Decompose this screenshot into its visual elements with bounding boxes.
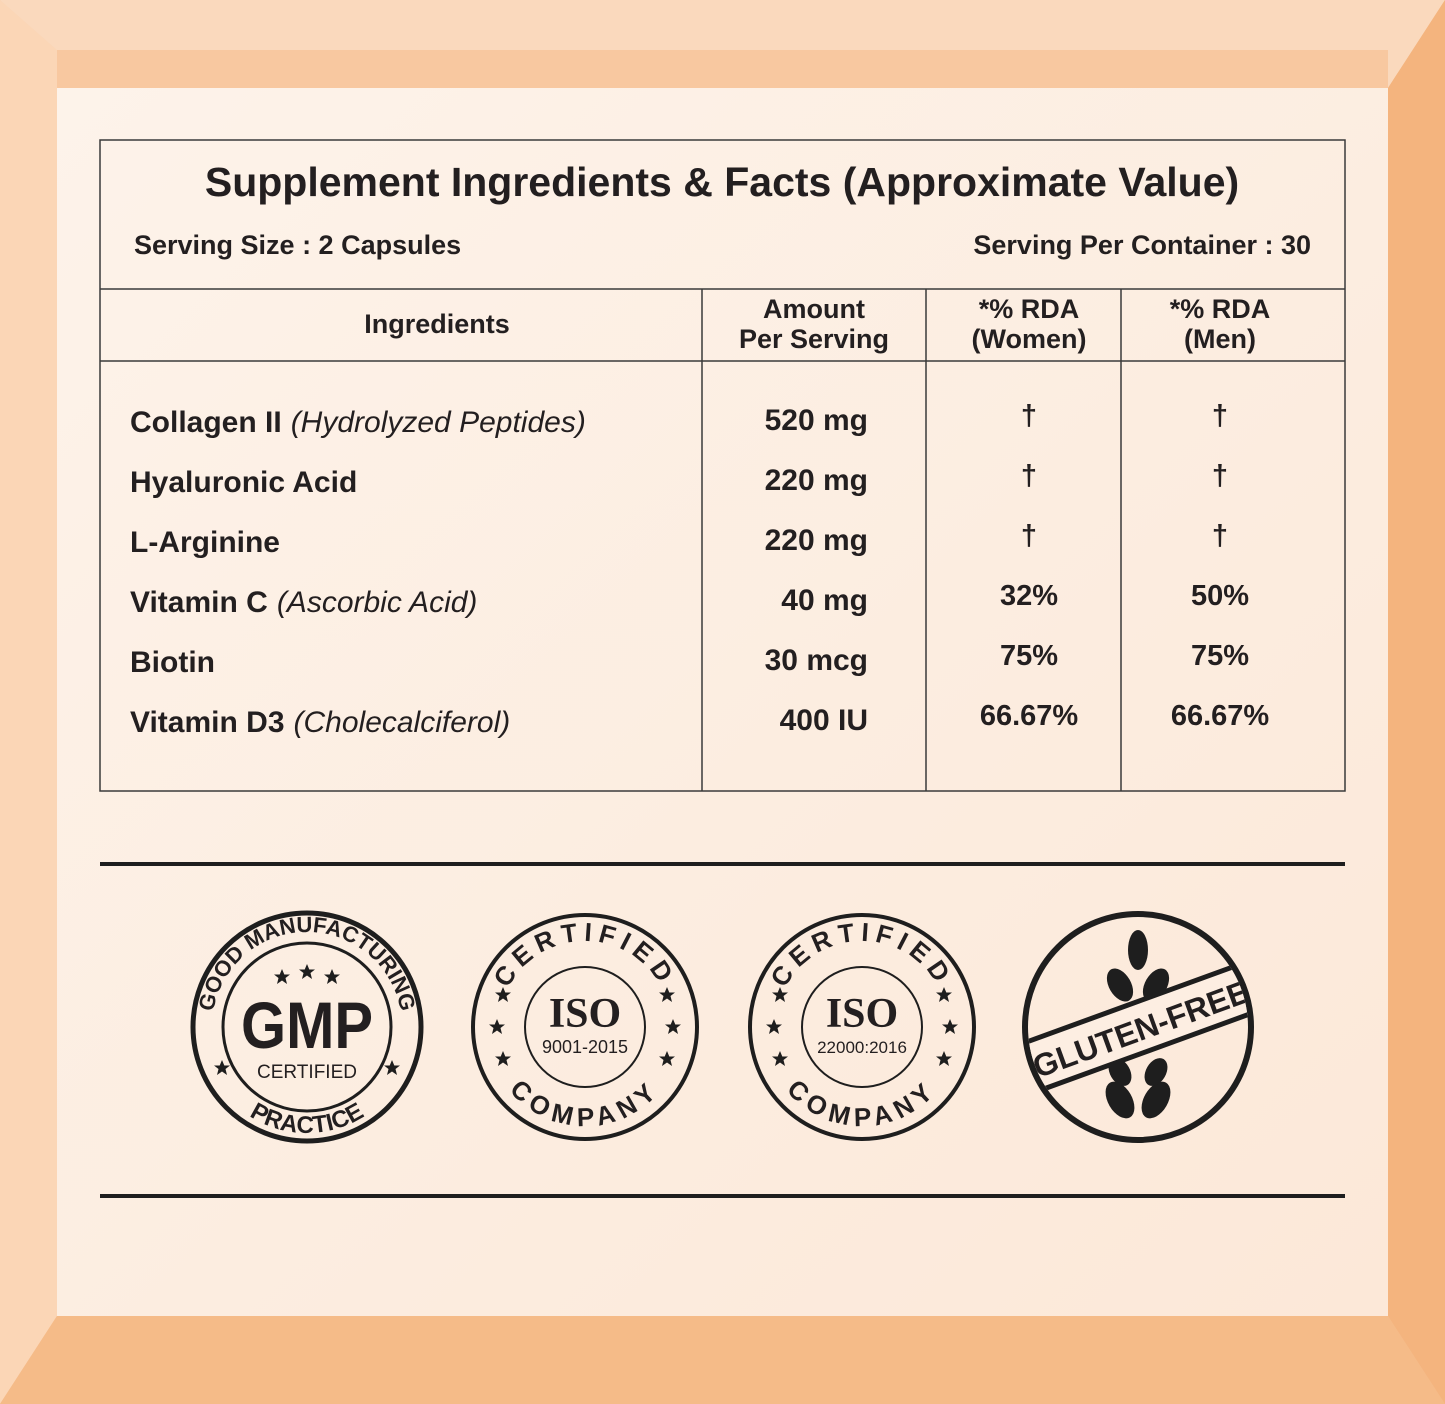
- amount: 400 IU: [780, 704, 868, 737]
- badge-ring: [190, 910, 424, 1144]
- ingredient-detail: (Ascorbic Acid): [277, 586, 478, 619]
- rda-women: 75%: [1000, 640, 1058, 672]
- amount: 30 mcg: [765, 644, 868, 677]
- badge-main-text: ISO: [826, 991, 898, 1037]
- rda-women: †: [1021, 460, 1037, 492]
- frame-bottom: [0, 1316, 1445, 1404]
- rda-women: †: [1021, 520, 1037, 552]
- column-header: Per Serving: [739, 324, 889, 354]
- ingredient: Biotin: [130, 646, 215, 679]
- badge-main-text: ISO: [549, 991, 621, 1037]
- badge-ring: [748, 913, 976, 1141]
- serving-size: Serving Size : 2 Capsules: [134, 230, 461, 260]
- rda-men: †: [1212, 520, 1228, 552]
- rda-women: 66.67%: [980, 700, 1079, 732]
- amount: 220 mg: [765, 464, 868, 497]
- ingredient-detail: (Hydrolyzed Peptides): [291, 406, 586, 439]
- rda-men: †: [1212, 400, 1228, 432]
- banner-edge: [1025, 1003, 1272, 1098]
- ingredient-name: Collagen II: [130, 406, 282, 439]
- frame-right: [1388, 0, 1445, 1404]
- ingredient-detail: (Cholecalciferol): [294, 706, 511, 739]
- column-header: *% RDA: [1170, 294, 1271, 324]
- ingredient-name: L-Arginine: [130, 526, 280, 559]
- rda-men: 75%: [1191, 640, 1249, 672]
- panel: [57, 88, 1388, 1316]
- badge-main-text: GMP: [241, 988, 373, 1062]
- banner-edge: [1008, 956, 1255, 1051]
- amount: 40 mg: [781, 584, 868, 617]
- ingredient-name: Vitamin D3: [130, 706, 285, 739]
- amount: 520 mg: [765, 404, 868, 437]
- column-header: Amount: [763, 294, 865, 324]
- grain: [1141, 1081, 1171, 1119]
- badge-ring: [801, 966, 923, 1088]
- ingredient-name: Vitamin C: [130, 586, 268, 619]
- column-header: (Women): [972, 324, 1087, 354]
- iso-badge: CERTIFIED COMPANY ISO 9001-2015: [471, 913, 699, 1141]
- rda-men: 66.67%: [1171, 700, 1270, 732]
- rda-men: 50%: [1191, 580, 1249, 612]
- badge-ring: [1022, 911, 1254, 1143]
- wheat-icon: [1105, 930, 1171, 1119]
- badge-ring: [471, 913, 699, 1141]
- table-border: [99, 139, 1346, 792]
- ingredient: Hyaluronic Acid: [130, 466, 357, 499]
- badge-sub-text: 22000:2016: [817, 1038, 907, 1057]
- frame-top-band: [57, 50, 1388, 88]
- rda-women: 32%: [1000, 580, 1058, 612]
- frame-left: [0, 0, 57, 1404]
- servings-per-container: Serving Per Container : 30: [973, 230, 1311, 260]
- banner-band: [1009, 959, 1271, 1096]
- ingredient: L-Arginine: [130, 526, 280, 559]
- rda-women: †: [1021, 400, 1037, 432]
- column-header: (Men): [1184, 324, 1256, 354]
- ingredient: Vitamin C (Ascorbic Acid): [130, 586, 477, 619]
- title: Supplement Ingredients & Facts (Approxim…: [205, 159, 1239, 205]
- badge-ring: [221, 941, 393, 1113]
- ingredient-name: Biotin: [130, 646, 215, 679]
- grain: [1144, 1058, 1168, 1086]
- ingredient: Vitamin D3 (Cholecalciferol): [130, 706, 510, 739]
- grain: [1106, 968, 1134, 1002]
- ingredient-name: Hyaluronic Acid: [130, 466, 357, 499]
- badge-ring: [524, 966, 646, 1088]
- grain: [1105, 1081, 1135, 1119]
- ingredient: Collagen II (Hydrolyzed Peptides): [130, 406, 586, 439]
- grain: [1128, 930, 1148, 970]
- column-header: Ingredients: [364, 309, 510, 339]
- amount: 220 mg: [765, 524, 868, 557]
- column-header: *% RDA: [979, 294, 1080, 324]
- badge-sub-text: 9001-2015: [542, 1037, 628, 1057]
- badge-sub-text: CERTIFIED: [257, 1062, 357, 1083]
- rda-men: †: [1212, 460, 1228, 492]
